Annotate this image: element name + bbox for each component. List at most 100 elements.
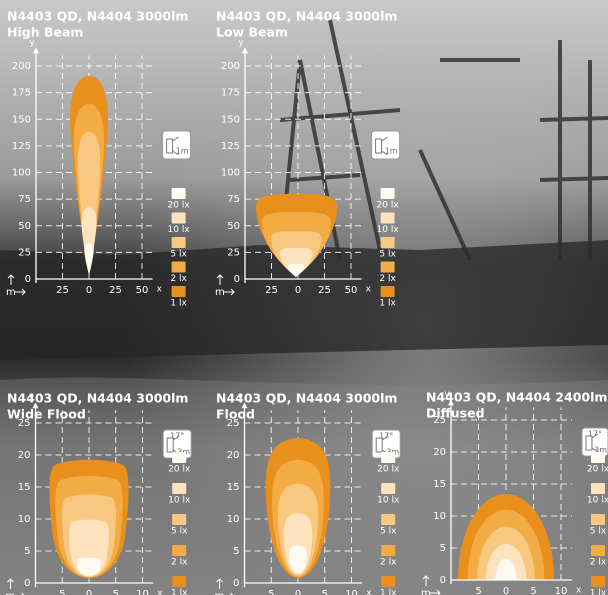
legend-swatch xyxy=(171,286,186,297)
legend-swatch xyxy=(171,212,186,224)
legend-swatch xyxy=(172,483,187,494)
legend-swatch xyxy=(591,514,605,525)
legend-swatch xyxy=(381,545,396,556)
chart-title: N4403 QD, N4404 2400lm xyxy=(426,390,607,405)
legend-label: 1 lx xyxy=(380,589,397,595)
isolux-contour xyxy=(84,243,94,275)
y-tick-label: 125 xyxy=(221,141,240,152)
isolux-panel: y x m 0 5 10 15 20 25 5 0 5 10 N4403 QD, N4404 2400lm… xyxy=(421,390,608,595)
chart-subtitle: Low Beam xyxy=(216,25,288,40)
legend-swatch xyxy=(591,576,605,587)
y-tick-label: 150 xyxy=(221,114,240,125)
isolux-contour xyxy=(287,263,305,277)
x-tick-label: 0 xyxy=(86,589,92,595)
legend-swatch xyxy=(591,483,605,494)
x-tick-label: 25 xyxy=(56,285,69,296)
y-tick-label: 25 xyxy=(227,418,240,429)
unit-label: m xyxy=(6,287,16,298)
legend-label: 20 lx xyxy=(587,465,608,475)
legend-swatch xyxy=(172,452,187,463)
isolux-panel: y x m 0 5 10 15 20 25 5 0 5 10 N4403 QD, N4404 3000lm… xyxy=(215,391,401,595)
beam-icon-label: 17° xyxy=(588,430,602,439)
beam-icon-label: 17° xyxy=(170,432,184,441)
unit-arrow xyxy=(7,274,26,296)
isolux-contour xyxy=(77,131,101,275)
unit-label: m xyxy=(215,287,225,298)
y-tick-label: 5 xyxy=(24,546,30,557)
y-tick-label: 25 xyxy=(433,415,446,426)
y-tick-label: 25 xyxy=(18,418,31,429)
legend-swatch xyxy=(380,188,395,199)
beam-icon-label: 17° xyxy=(379,432,393,441)
legend-swatch xyxy=(380,286,395,297)
y-axis-label: y xyxy=(29,393,35,403)
x-tick-label: 10 xyxy=(136,589,149,595)
chart-title: N4403 QD, N4404 3000lm xyxy=(216,9,397,24)
legend-swatch xyxy=(591,545,605,556)
y-tick-label: 100 xyxy=(221,168,240,179)
legend-swatch xyxy=(381,483,396,494)
legend-label: 1 lx xyxy=(170,299,187,309)
chart-subtitle: High Beam xyxy=(7,25,83,40)
isolux-contour xyxy=(279,247,313,277)
y-tick-label: 100 xyxy=(12,168,31,179)
y-tick-label: 5 xyxy=(233,546,239,557)
y-axis-arrow xyxy=(241,402,248,409)
legend-swatch xyxy=(381,452,396,463)
y-axis-label: y xyxy=(238,393,244,403)
x-axis-label: x xyxy=(576,586,582,595)
y-tick-label: 15 xyxy=(18,482,31,493)
y-tick-label: 20 xyxy=(18,450,31,461)
y-axis-arrow xyxy=(448,399,454,406)
isolux-panel: y x m 0 5 10 15 20 25 5 0 5 10 N4403 QD, N4404 3000lm… xyxy=(6,391,192,595)
legend-swatch xyxy=(171,261,186,273)
y-tick-label: 20 xyxy=(227,450,240,461)
legend-swatch xyxy=(171,237,186,248)
isolux-contour xyxy=(288,545,308,574)
y-tick-label: 0 xyxy=(24,578,30,589)
legend-label: 1 lx xyxy=(379,299,396,309)
legend-label: 2 lx xyxy=(170,274,187,284)
beam-icon-label: 1m xyxy=(385,147,398,156)
legend-label: 10 lx xyxy=(587,496,608,506)
legend-label: 1 lx xyxy=(590,589,607,595)
legend-swatch xyxy=(172,576,187,587)
y-tick-label: 25 xyxy=(18,247,31,258)
x-tick-label: 10 xyxy=(555,586,568,595)
x-tick-label: 5 xyxy=(59,589,65,595)
chart-title: N4403 QD, N4404 3000lm xyxy=(7,391,188,406)
y-tick-label: 25 xyxy=(227,247,240,258)
legend-label: 5 lx xyxy=(170,250,187,260)
legend-label: 20 lx xyxy=(377,201,400,211)
legend-label: 20 lx xyxy=(168,201,191,211)
y-tick-label: 0 xyxy=(25,274,31,285)
legend-label: 20 lx xyxy=(168,465,191,475)
chart-subtitle: Diffused xyxy=(426,406,485,421)
y-axis-label: y xyxy=(238,38,244,48)
beam-icon-lamp xyxy=(166,136,179,156)
x-tick-label: 10 xyxy=(345,589,358,595)
y-tick-label: 200 xyxy=(12,61,31,72)
legend-label: 5 lx xyxy=(380,527,397,537)
x-tick-label: 5 xyxy=(475,586,481,595)
chart-title: N4403 QD, N4404 3000lm xyxy=(216,391,397,406)
y-tick-label: 150 xyxy=(12,114,31,125)
x-tick-label: 5 xyxy=(530,586,536,595)
isolux-contour xyxy=(495,558,517,580)
beam-icon-lamp xyxy=(375,136,388,156)
x-tick-label: 5 xyxy=(322,589,328,595)
x-axis-label: x xyxy=(157,589,163,595)
chart-title: N4403 QD, N4404 3000lm xyxy=(7,9,188,24)
y-tick-label: 125 xyxy=(12,141,31,152)
chart-subtitle: Wide Flood xyxy=(7,407,86,422)
beam-icon-lamp xyxy=(585,433,599,453)
isolux-contour xyxy=(77,557,101,576)
y-axis-label: y xyxy=(29,38,35,48)
legend-label: 10 lx xyxy=(168,225,191,235)
legend-label: 20 lx xyxy=(377,465,400,475)
beam-icon xyxy=(371,130,401,160)
y-axis-label: y xyxy=(444,390,450,400)
y-tick-label: 75 xyxy=(18,194,31,205)
